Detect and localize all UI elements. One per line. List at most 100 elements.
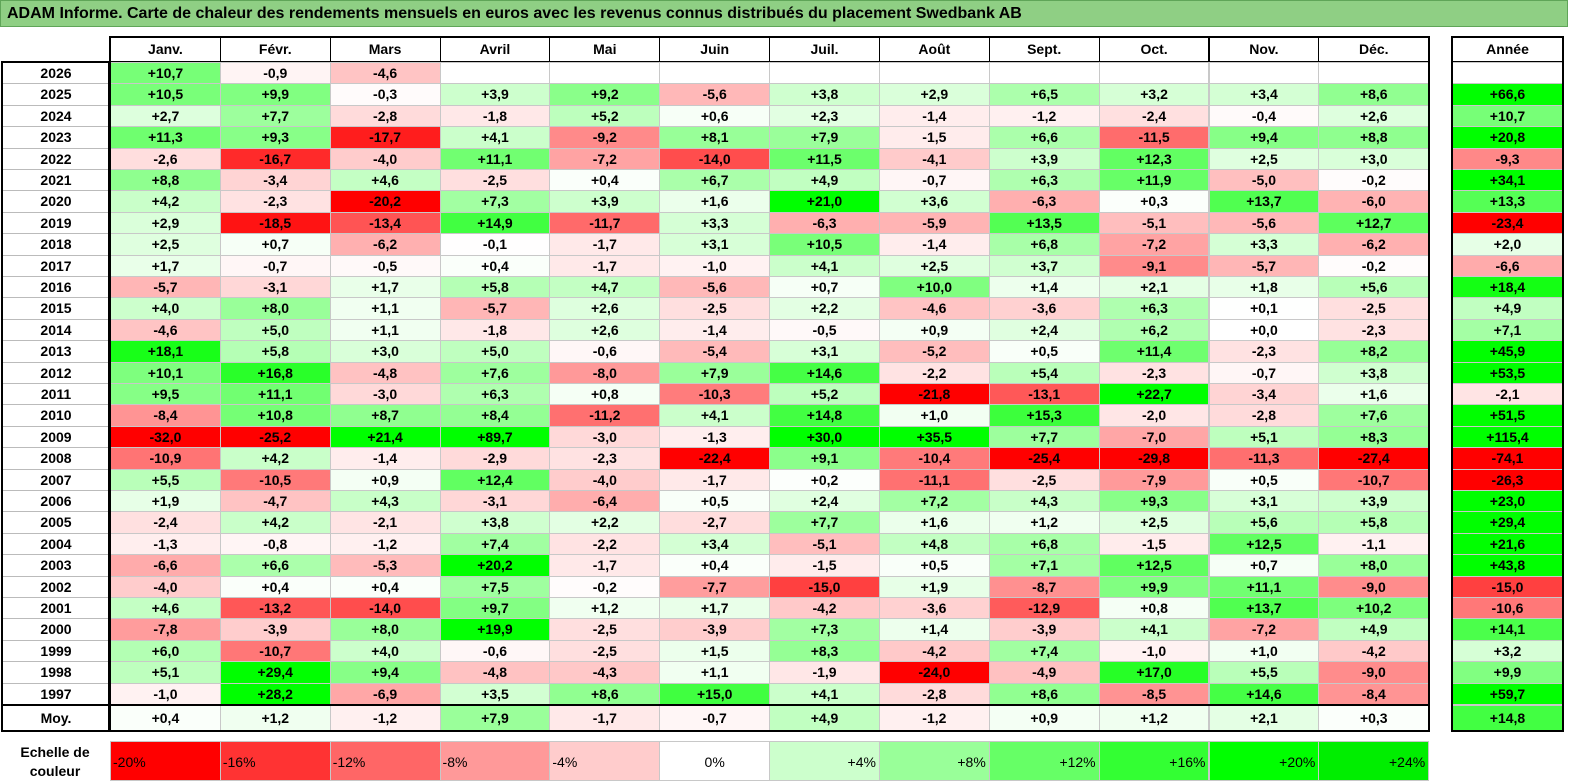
heatmap-cell: -10,7 xyxy=(219,639,331,663)
heatmap-cell: +3,9 xyxy=(439,83,551,106)
color-scale-stop: +4% xyxy=(769,741,880,781)
heatmap-cell: +2,2 xyxy=(769,297,880,320)
heatmap-cell: +6,6 xyxy=(988,126,1100,149)
heatmap-cell: -5,9 xyxy=(878,211,990,235)
month-header: Janv. xyxy=(110,37,221,62)
heatmap-cell: -1,3 xyxy=(110,532,221,556)
heatmap-cell: +7,3 xyxy=(769,618,880,641)
heatmap-cell: +2,5 xyxy=(1208,147,1320,170)
heatmap-cell: -4,8 xyxy=(439,661,551,684)
heatmap-cell: +11,1 xyxy=(1208,575,1320,598)
heatmap-cell: +1,2 xyxy=(988,511,1100,534)
heatmap-cell: +0,7 xyxy=(1208,554,1320,577)
year-label: 1998 xyxy=(2,661,110,684)
heatmap-cell: -0,7 xyxy=(878,169,990,192)
heatmap-cell: +7,7 xyxy=(219,104,331,128)
heatmap-cell: -0,5 xyxy=(329,254,441,277)
color-scale-stop: -8% xyxy=(439,741,551,781)
heatmap-cell: +3,1 xyxy=(659,233,771,256)
year-label: 2013 xyxy=(2,340,110,363)
heatmap-cell: -1,7 xyxy=(549,554,661,577)
heatmap-cell: -4,9 xyxy=(988,661,1100,684)
heatmap-cell: +7,3 xyxy=(439,190,551,213)
heatmap-cell: +8,3 xyxy=(1318,425,1430,449)
year-label: 2024 xyxy=(2,104,110,128)
annual-cell: +21,6 xyxy=(1452,532,1563,556)
color-scale-stop: -12% xyxy=(329,741,441,781)
heatmap-cell: -5,7 xyxy=(439,297,551,320)
average-cell: +4,9 xyxy=(769,705,880,731)
annual-cell: -10,6 xyxy=(1452,597,1563,620)
annual-header: Année xyxy=(1452,37,1563,62)
heatmap-cell: -1,2 xyxy=(988,104,1100,128)
heatmap-cell: -3,4 xyxy=(219,169,331,192)
heatmap-cell: +3,4 xyxy=(1208,83,1320,106)
heatmap-cell: +1,6 xyxy=(659,190,771,213)
heatmap-cell: +1,6 xyxy=(1318,383,1430,406)
heatmap-cell: -5,4 xyxy=(659,340,771,363)
year-label: 2010 xyxy=(2,404,110,427)
heatmap-cell: -4,6 xyxy=(329,62,441,85)
heatmap-cell: +0,9 xyxy=(329,468,441,491)
heatmap-cell: -6,9 xyxy=(329,682,441,705)
heatmap-cell: -22,4 xyxy=(659,447,771,470)
heatmap-cell: +7,4 xyxy=(439,532,551,556)
heatmap-cell: +8,4 xyxy=(439,404,551,427)
heatmap-cell: +6,6 xyxy=(219,554,331,577)
heatmap-cell: -3,9 xyxy=(219,618,331,641)
heatmap-cell: +21,0 xyxy=(769,190,880,213)
heatmap-cell: -0,2 xyxy=(549,575,661,598)
heatmap-cell: +12,7 xyxy=(1318,211,1430,235)
heatmap-cell: -5,0 xyxy=(1208,169,1320,192)
heatmap-cell: +3,4 xyxy=(659,532,771,556)
heatmap-cell: -9,0 xyxy=(1318,575,1430,598)
heatmap-cell: -2,3 xyxy=(219,190,331,213)
annual-cell: -74,1 xyxy=(1452,447,1563,470)
heatmap-cell: +7,9 xyxy=(769,126,880,149)
heatmap-cell: -7,2 xyxy=(1098,233,1210,256)
heatmap-cell: -5,6 xyxy=(659,276,771,299)
heatmap-cell: -8,4 xyxy=(110,404,221,427)
heatmap-cell: +8,8 xyxy=(110,169,221,192)
heatmap-cell: +0,7 xyxy=(219,233,331,256)
heatmap-cell: +3,3 xyxy=(659,211,771,235)
heatmap-cell: -4,7 xyxy=(219,490,331,513)
year-label: 2011 xyxy=(2,383,110,406)
month-header: Août xyxy=(878,37,990,62)
heatmap-cell: +3,8 xyxy=(1318,361,1430,384)
year-label: 2001 xyxy=(2,597,110,620)
heatmap-cell: +10,1 xyxy=(110,361,221,384)
heatmap-cell: +28,2 xyxy=(219,682,331,705)
average-cell: -1,2 xyxy=(329,705,441,731)
heatmap-cell: +14,8 xyxy=(769,404,880,427)
heatmap-cell: +11,1 xyxy=(219,383,331,406)
heatmap-cell: -9,2 xyxy=(549,126,661,149)
heatmap-cell: +5,2 xyxy=(769,383,880,406)
heatmap-cell: +7,7 xyxy=(988,425,1100,449)
heatmap-cell: +9,1 xyxy=(769,447,880,470)
annual-cell: +115,4 xyxy=(1452,425,1563,449)
heatmap-cell: -3,9 xyxy=(988,618,1100,641)
heatmap-cell: +0,3 xyxy=(1098,190,1210,213)
heatmap-cell: +11,1 xyxy=(439,147,551,170)
heatmap-cell: +4,1 xyxy=(659,404,771,427)
year-label: 2021 xyxy=(2,169,110,192)
heatmap-cell: +4,3 xyxy=(988,490,1100,513)
average-cell: -1,7 xyxy=(549,705,661,731)
heatmap-cell: -2,0 xyxy=(1098,404,1210,427)
month-header: Déc. xyxy=(1318,37,1430,62)
heatmap-cell: -21,8 xyxy=(878,383,990,406)
heatmap-cell: +5,6 xyxy=(1208,511,1320,534)
heatmap-cell: -2,2 xyxy=(878,361,990,384)
heatmap-cell: +1,9 xyxy=(878,575,990,598)
heatmap-cell: +1,4 xyxy=(988,276,1100,299)
color-scale-stop: +20% xyxy=(1208,741,1320,781)
heatmap-cell: +2,6 xyxy=(1318,104,1430,128)
month-header: Oct. xyxy=(1098,37,1210,62)
heatmap-cell: -2,3 xyxy=(1318,318,1430,342)
heatmap-cell: +6,3 xyxy=(439,383,551,406)
heatmap-cell: +8,2 xyxy=(1318,340,1430,363)
heatmap-cell: -9,1 xyxy=(1098,254,1210,277)
month-header: Avril xyxy=(439,37,551,62)
heatmap-cell: +5,1 xyxy=(1208,425,1320,449)
